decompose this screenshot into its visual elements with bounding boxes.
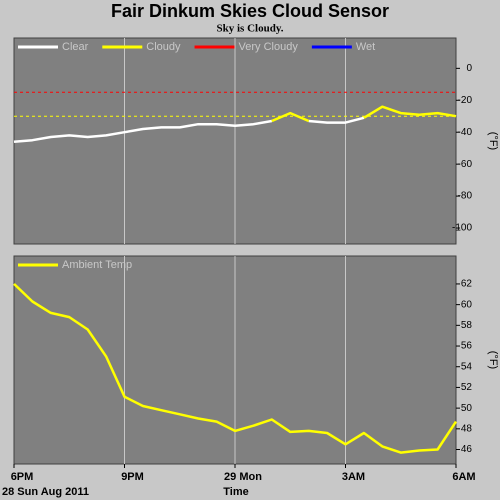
y-tick-label: 58 [461,320,473,331]
y-tick-label: 56 [461,341,473,352]
y-tick-label: -80 [458,191,473,202]
date-label: 28 Sun Aug 2011 [2,486,89,498]
legend-label: Very Cloudy [239,41,299,53]
legend-label: Wet [356,41,375,53]
legend-label: Clear [62,41,89,53]
chart-title: Fair Dinkum Skies Cloud Sensor [111,1,389,21]
legend-label: Cloudy [146,41,181,53]
x-tick-label: 6PM [11,471,34,483]
y-tick-label: 62 [461,279,473,290]
x-tick-label: 3AM [342,471,365,483]
x-axis-label: Time [223,486,248,498]
chart-subtitle: Sky is Cloudy. [217,23,284,35]
y-tick-label: 60 [461,299,473,310]
x-tick-label: 6AM [452,471,475,483]
y-tick-label: 46 [461,444,473,455]
y-tick-label: 50 [461,403,473,414]
y-tick-label: -20 [458,95,473,106]
series-line [13,282,458,454]
y-tick-label: 48 [461,423,473,434]
legend-label: Ambient Temp [62,259,132,271]
x-tick-label: 9PM [121,471,144,483]
series-line [271,105,457,123]
y-tick-label: -100 [452,223,472,234]
y-tick-label: -40 [458,127,473,138]
y-tick-label: 0 [466,63,472,74]
series-line [13,116,365,144]
x-tick-label: 29 Mon [224,471,262,483]
y-axis-label: (°F) [487,132,499,150]
y-axis-label: (°F) [487,351,499,369]
y-tick-label: -60 [458,159,473,170]
y-tick-label: 54 [461,361,473,372]
y-tick-label: 52 [461,382,473,393]
